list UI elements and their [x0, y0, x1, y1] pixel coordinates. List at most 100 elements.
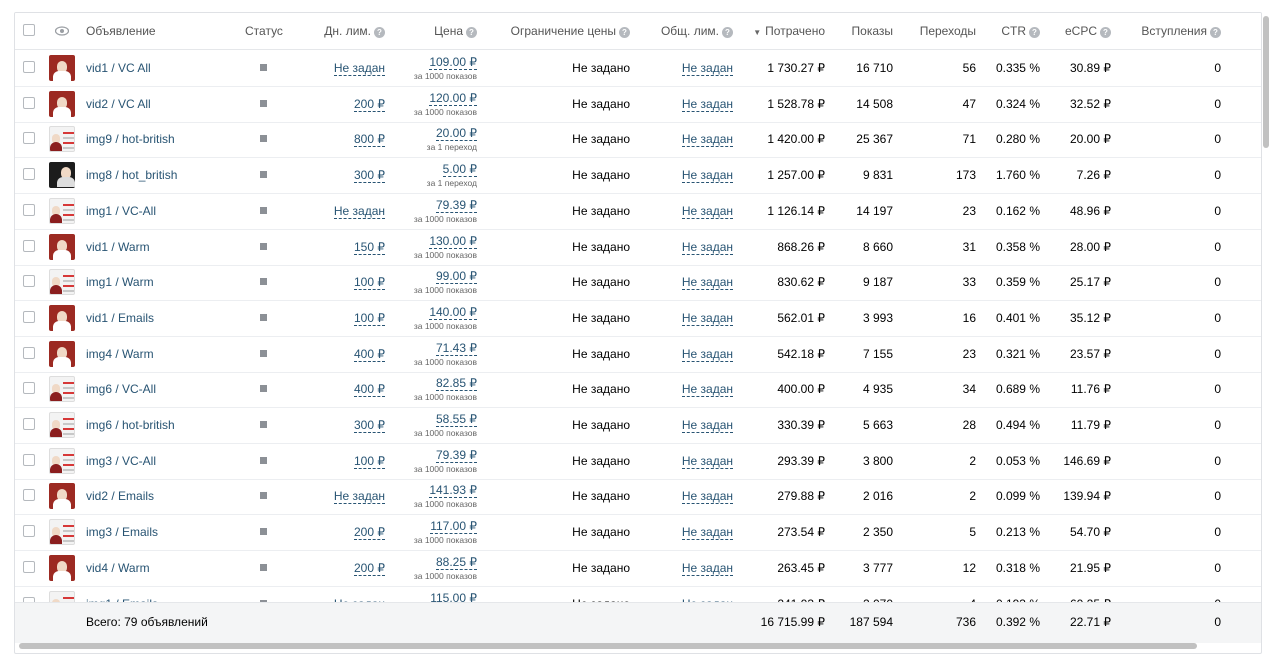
status-indicator[interactable] [260, 64, 267, 71]
daily-limit-value[interactable]: 150 ₽ [354, 239, 385, 255]
col-price-limit[interactable]: Ограничение цены? [485, 13, 630, 49]
daily-limit-value[interactable]: Не задан [333, 203, 385, 219]
ad-name-link[interactable]: img9 / hot-british [86, 132, 175, 147]
table-row[interactable]: img6 / VC-All 400 ₽ 82.85 ₽ за 1000 показ… [15, 371, 1261, 409]
horizontal-scrollbar[interactable] [19, 643, 1197, 649]
price-value[interactable]: 109.00 ₽ [429, 55, 477, 70]
row-checkbox[interactable] [23, 560, 35, 573]
daily-limit-value[interactable]: Не задан [333, 61, 385, 76]
daily-limit-value[interactable]: 800 ₽ [354, 132, 385, 148]
status-indicator[interactable] [260, 242, 267, 250]
status-indicator[interactable] [260, 349, 267, 357]
ad-thumbnail[interactable] [49, 376, 75, 403]
status-indicator[interactable] [260, 492, 267, 500]
help-icon[interactable]: ? [722, 27, 733, 38]
row-checkbox[interactable] [23, 310, 35, 323]
row-checkbox[interactable] [23, 418, 35, 430]
status-indicator[interactable] [260, 135, 267, 143]
status-indicator[interactable] [260, 278, 267, 286]
total-limit-value[interactable]: Не задан [681, 346, 733, 362]
ad-name-link[interactable]: vid2 / Emails [86, 489, 155, 504]
row-checkbox[interactable] [23, 382, 35, 395]
ad-thumbnail[interactable] [49, 412, 75, 438]
col-joins[interactable]: Вступления? [1115, 13, 1221, 49]
col-status[interactable]: Статус [245, 24, 283, 38]
price-value[interactable]: 58.55 ₽ [436, 412, 477, 427]
row-checkbox[interactable] [23, 275, 35, 288]
status-indicator[interactable] [260, 171, 267, 179]
ad-name-link[interactable]: img1 / Emails [86, 586, 158, 603]
total-limit-value[interactable]: Не задан [681, 310, 733, 326]
price-value[interactable]: 79.39 ₽ [436, 197, 477, 213]
row-checkbox[interactable] [23, 596, 35, 602]
ad-name-link[interactable]: img4 / Warm [86, 346, 154, 361]
row-checkbox[interactable] [23, 453, 35, 466]
total-limit-value[interactable]: Не задан [681, 203, 733, 219]
status-indicator[interactable] [260, 99, 267, 107]
ad-thumbnail[interactable] [49, 233, 75, 260]
daily-limit-value[interactable]: 100 ₽ [354, 275, 385, 291]
select-all-checkbox[interactable] [23, 24, 35, 36]
table-row[interactable]: vid4 / Warm 200 ₽ 88.25 ₽ за 1000 показов… [15, 550, 1261, 587]
ad-name-link[interactable]: img8 / hot_british [86, 168, 178, 183]
price-value[interactable]: 88.25 ₽ [436, 554, 477, 570]
total-limit-value[interactable]: Не задан [681, 525, 733, 541]
row-checkbox[interactable] [23, 525, 35, 538]
ad-name-link[interactable]: img3 / Emails [86, 525, 159, 540]
table-row[interactable]: vid1 / Warm 150 ₽ 130.00 ₽ за 1000 показо… [15, 229, 1261, 266]
ad-thumbnail[interactable] [49, 447, 75, 474]
table-row[interactable]: img9 / hot-british 800 ₽ 20.00 ₽ за 1 пер… [15, 121, 1261, 159]
price-value[interactable]: 120.00 ₽ [429, 90, 477, 106]
daily-limit-value[interactable]: 300 ₽ [354, 418, 385, 433]
ad-name-link[interactable]: vid4 / Warm [86, 560, 150, 575]
price-value[interactable]: 79.39 ₽ [436, 447, 477, 463]
help-icon[interactable]: ? [1210, 27, 1221, 38]
table-row[interactable]: img1 / VC-All Не задан 79.39 ₽ за 1000 по… [15, 193, 1261, 230]
col-total-limit[interactable]: Общ. лим.? [635, 13, 733, 49]
table-row[interactable]: img3 / VC-All 100 ₽ 79.39 ₽ за 1000 показ… [15, 443, 1261, 480]
help-icon[interactable]: ? [1100, 27, 1111, 38]
vertical-scroll-track[interactable] [1262, 14, 1270, 650]
row-checkbox[interactable] [23, 168, 35, 181]
ad-name-link[interactable]: vid2 / VC All [86, 96, 151, 111]
price-value[interactable]: 20.00 ₽ [436, 126, 477, 142]
table-row[interactable]: img8 / hot_british 300 ₽ 5.00 ₽ за 1 пере… [15, 157, 1261, 195]
daily-limit-value[interactable]: 200 ₽ [354, 525, 385, 541]
ad-name-link[interactable]: vid1 / Emails [86, 310, 155, 325]
table-row[interactable]: img6 / hot-british 300 ₽ 58.55 ₽ за 1000 … [15, 407, 1261, 444]
price-value[interactable]: 117.00 ₽ [430, 519, 477, 535]
col-daily-limit[interactable]: Дн. лим.? [295, 13, 385, 49]
price-value[interactable]: 115.00 ₽ [430, 591, 477, 602]
ad-thumbnail[interactable] [49, 483, 75, 510]
total-limit-value[interactable]: Не задан [681, 275, 733, 291]
price-value[interactable]: 5.00 ₽ [442, 162, 477, 178]
col-spent[interactable]: ▼ Потрачено [753, 24, 825, 38]
ad-thumbnail[interactable] [49, 162, 75, 189]
daily-limit-value[interactable]: 400 ₽ [354, 346, 385, 362]
price-value[interactable]: 130.00 ₽ [429, 233, 477, 249]
ad-thumbnail[interactable] [49, 197, 75, 224]
row-checkbox[interactable] [23, 346, 35, 359]
ad-thumbnail[interactable] [49, 304, 75, 331]
eye-icon[interactable] [54, 13, 70, 49]
price-value[interactable]: 99.00 ₽ [436, 269, 477, 285]
status-indicator[interactable] [260, 528, 267, 536]
daily-limit-value[interactable]: 200 ₽ [354, 560, 385, 576]
ad-name-link[interactable]: vid1 / Warm [86, 239, 150, 254]
table-row[interactable]: img1 / Emails Не задан 115.00 ₽ Не задан… [15, 586, 1261, 603]
table-row[interactable]: vid1 / VC All Не задан 109.00 ₽ за 1000 п… [15, 50, 1261, 87]
total-limit-value[interactable]: Не задан [681, 132, 733, 148]
table-row[interactable]: img1 / Warm 100 ₽ 99.00 ₽ за 1000 показов… [15, 264, 1261, 302]
row-checkbox[interactable] [23, 96, 35, 109]
row-checkbox[interactable] [23, 132, 35, 145]
daily-limit-value[interactable]: 300 ₽ [354, 168, 385, 184]
help-icon[interactable]: ? [466, 27, 477, 38]
row-checkbox[interactable] [23, 61, 35, 73]
col-ad[interactable]: Объявление [86, 24, 156, 38]
ad-name-link[interactable]: img1 / VC-All [86, 203, 157, 218]
ad-name-link[interactable]: img6 / VC-All [86, 382, 157, 397]
total-limit-value[interactable]: Не задан [681, 96, 733, 112]
total-limit-value[interactable]: Не задан [681, 61, 733, 76]
help-icon[interactable]: ? [619, 27, 630, 38]
ad-thumbnail[interactable] [49, 55, 75, 81]
